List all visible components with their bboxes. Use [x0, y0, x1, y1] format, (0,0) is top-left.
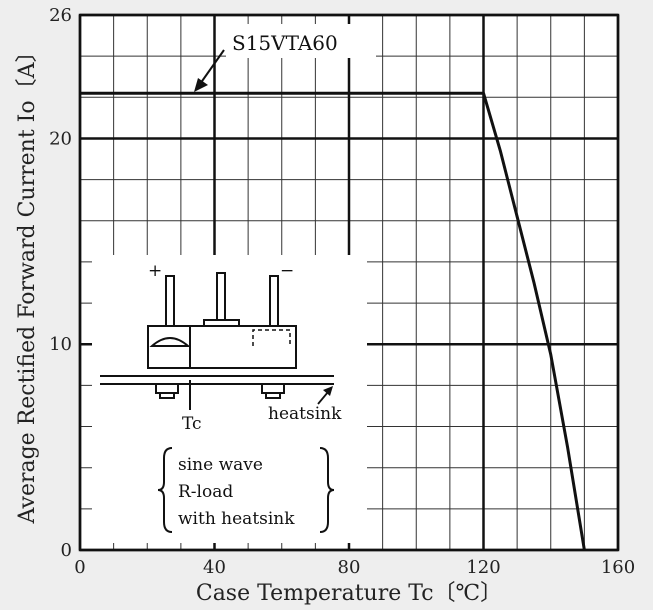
- tc-label: Tc: [182, 414, 202, 434]
- heatsink-arrow-head: [323, 386, 333, 396]
- y-tick-label: 0: [61, 540, 72, 561]
- plus-terminal-label: +: [148, 261, 162, 281]
- series-line: [80, 91, 586, 551]
- conditions-left-bracket: [157, 447, 173, 533]
- series-label-arrow-head: [194, 78, 208, 92]
- x-tick-label: 80: [338, 557, 361, 578]
- y-tick-label: 20: [49, 128, 72, 149]
- screw-right-foot: [265, 392, 281, 399]
- condition-r-load: R-load: [178, 482, 233, 502]
- x-tick-label: 160: [601, 557, 635, 578]
- x-tick-label: 40: [203, 557, 226, 578]
- x-tick-label: 0: [74, 557, 85, 578]
- condition-with-heatsink: with heatsink: [178, 509, 295, 529]
- x-tick-labels: 0 40 80 120 160: [74, 557, 635, 578]
- heatsink-label: heatsink: [268, 404, 342, 424]
- x-axis-title: Case Temperature Tc〔℃〕: [196, 581, 502, 606]
- screw-left: [155, 383, 179, 394]
- series-layer: [80, 91, 586, 551]
- y-tick-label: 26: [49, 5, 72, 26]
- series-label: S15VTA60: [232, 31, 338, 55]
- screw-right: [261, 383, 285, 394]
- y-tick-label: 10: [49, 334, 72, 355]
- screw-left-foot: [159, 392, 175, 399]
- y-tick-labels: 0 10 20 26: [49, 5, 72, 561]
- condition-sine-wave: sine wave: [178, 455, 263, 475]
- plot-frame: [78, 13, 620, 552]
- series-label-arrow-line: [199, 49, 225, 85]
- conditions-right-bracket: [319, 447, 335, 533]
- heatsink-arrow-line: [317, 391, 329, 405]
- mounting-dome-dashed: [252, 329, 291, 346]
- x-tick-label: 120: [466, 557, 500, 578]
- minus-terminal-label: −: [280, 261, 294, 281]
- package-inset: + − Tc heatsink sine wave R-load with he…: [92, 255, 367, 543]
- y-axis-title: Average Rectified Forward Current Io〔A〕: [15, 41, 40, 525]
- mounting-dome: [149, 337, 191, 347]
- series-label-backdrop: [226, 24, 376, 58]
